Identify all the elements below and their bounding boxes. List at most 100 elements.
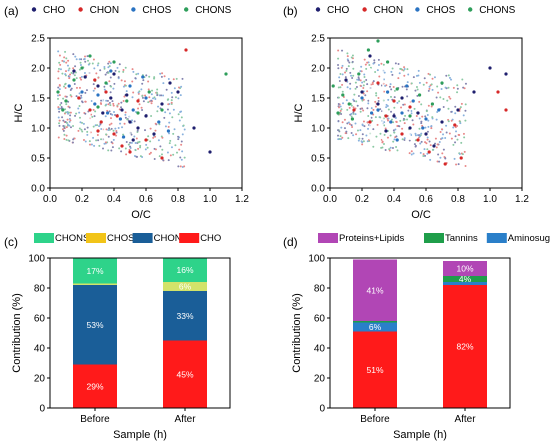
panel1-cloud-dot [422,153,425,156]
panel0-cloud-dot [94,124,97,127]
panel1-x-axis-title: O/C [411,209,431,221]
panel1-point-cloud [337,49,467,168]
panel1-cloud-dot [346,108,349,111]
panel0-y-axis-title: H/C [13,103,25,122]
panel0-panel-tag: (a) [4,4,19,18]
panel1-cloud-dot [339,73,342,76]
panel0-cloud-dot [166,108,169,111]
panel0-cloud-dot [120,79,123,82]
panel1-cloud-dot [427,89,430,92]
panel0-point-chon-1 [88,108,92,112]
panel1-cloud-dot [408,152,411,155]
panel0-cloud-dot [144,148,147,151]
panel1-cloud-dot [407,73,410,76]
panel1-cloud-dot [456,91,459,94]
panel2-bar-label-after-2: 6% [179,282,192,292]
panel0-cloud-dot [162,82,165,85]
panel1-cloud-dot [396,101,399,104]
panel1-cloud-dot [389,83,392,86]
panel0-cloud-dot [176,151,179,154]
panel1-cloud-dot [342,102,345,105]
panel0-cloud-dot [139,144,142,147]
panel0-cloud-dot [82,122,85,125]
panel2-bar-after-cho [163,340,207,408]
panel0-cloud-dot [75,86,78,89]
panel0-cloud-dot [177,113,180,116]
panel0-cloud-dot [81,100,84,103]
panel0-cloud-dot [64,50,67,53]
panel0-cloud-dot [160,75,163,78]
panel0-cloud-dot [174,96,177,99]
panel0-cloud-dot [179,165,182,168]
panel1-cloud-dot [372,80,375,83]
panel1-cloud-dot [420,122,423,125]
panel1-point-chos-3 [400,111,404,115]
panel0-point-chon-0 [77,96,81,100]
panel1-cloud-dot [381,140,384,143]
panel0-cloud-dot [84,55,87,58]
panel0-cloud-dot [107,71,110,74]
panel0-cloud-dot [75,77,78,80]
panel0-cloud-dot [67,59,70,62]
panel0-cloud-dot [100,128,103,131]
panel1-cloud-dot [422,155,425,158]
panel1-point-chons-5 [376,39,380,43]
panel1-cloud-dot [414,139,417,142]
panel1-cloud-dot [407,109,410,112]
panel2-legend-label-0: CHONS [55,233,89,244]
panel1-cloud-dot [355,133,358,136]
panel0-cloud-dot [154,97,157,100]
panel1-cloud-dot [386,136,389,139]
panel0-cloud-dot [100,138,103,141]
panel0-cloud-dot [140,106,143,109]
panel0-cloud-dot [171,116,174,119]
panel0-cloud-dot [122,100,125,103]
panel0-cloud-dot [117,102,120,105]
panel0-cloud-dot [69,119,72,122]
panel0-cloud-dot [98,144,101,147]
panel0-cloud-dot [160,153,163,156]
panel0-cloud-dot [66,123,69,126]
panel0-cloud-dot [58,119,61,122]
panel1-cloud-dot [355,85,358,88]
panel0-cloud-dot [69,94,72,97]
panel0-cloud-dot [118,63,121,66]
panel0-cloud-dot [161,136,164,139]
panel0-cloud-dot [65,126,68,129]
panel0-cloud-dot [132,91,135,94]
panel0-cloud-dot [137,91,140,94]
panel1-point-cho-2 [376,102,380,106]
panel1-cloud-dot [366,83,369,86]
axis-frame-3 [329,257,511,409]
panel1-cloud-dot [406,118,409,121]
panel0-cloud-dot [63,133,66,136]
panel0-cloud-dot [86,133,89,136]
panel3-panel-tag: (d) [283,235,298,249]
panel0-cloud-dot [167,159,170,162]
panel1-cloud-dot [351,60,354,63]
panel0-cloud-dot [69,114,72,117]
panel0-cloud-dot [159,145,162,148]
panel0-cloud-dot [156,88,159,91]
panel1-cloud-dot [435,118,438,121]
panel0-cloud-dot [138,140,141,143]
panel0-point-chons-6 [104,81,108,85]
panel0-cloud-dot [120,101,123,104]
panel1-point-chon-3 [400,132,404,136]
panel0-xtick-label: 1.0 [203,194,217,205]
panel1-cloud-dot [454,126,457,129]
panel0-point-chons-11 [160,108,164,112]
panel2-bar-after-chons [163,258,207,282]
panel0-point-chos-4 [118,117,122,121]
panel1-cloud-dot [358,137,361,140]
panel1-cloud-dot [341,121,344,124]
panel1-point-chons-3 [357,72,361,76]
panel1-cloud-dot [390,110,393,113]
panel1-cloud-dot [363,76,366,79]
panel0-cloud-dot [170,146,173,149]
panel1-point-chons-8 [408,114,412,118]
panel1-cloud-dot [418,117,421,120]
panel0-cloud-dot [113,82,116,85]
panel1-xtick-label: 0.6 [419,194,433,205]
panel1-point-chon-2 [384,114,388,118]
